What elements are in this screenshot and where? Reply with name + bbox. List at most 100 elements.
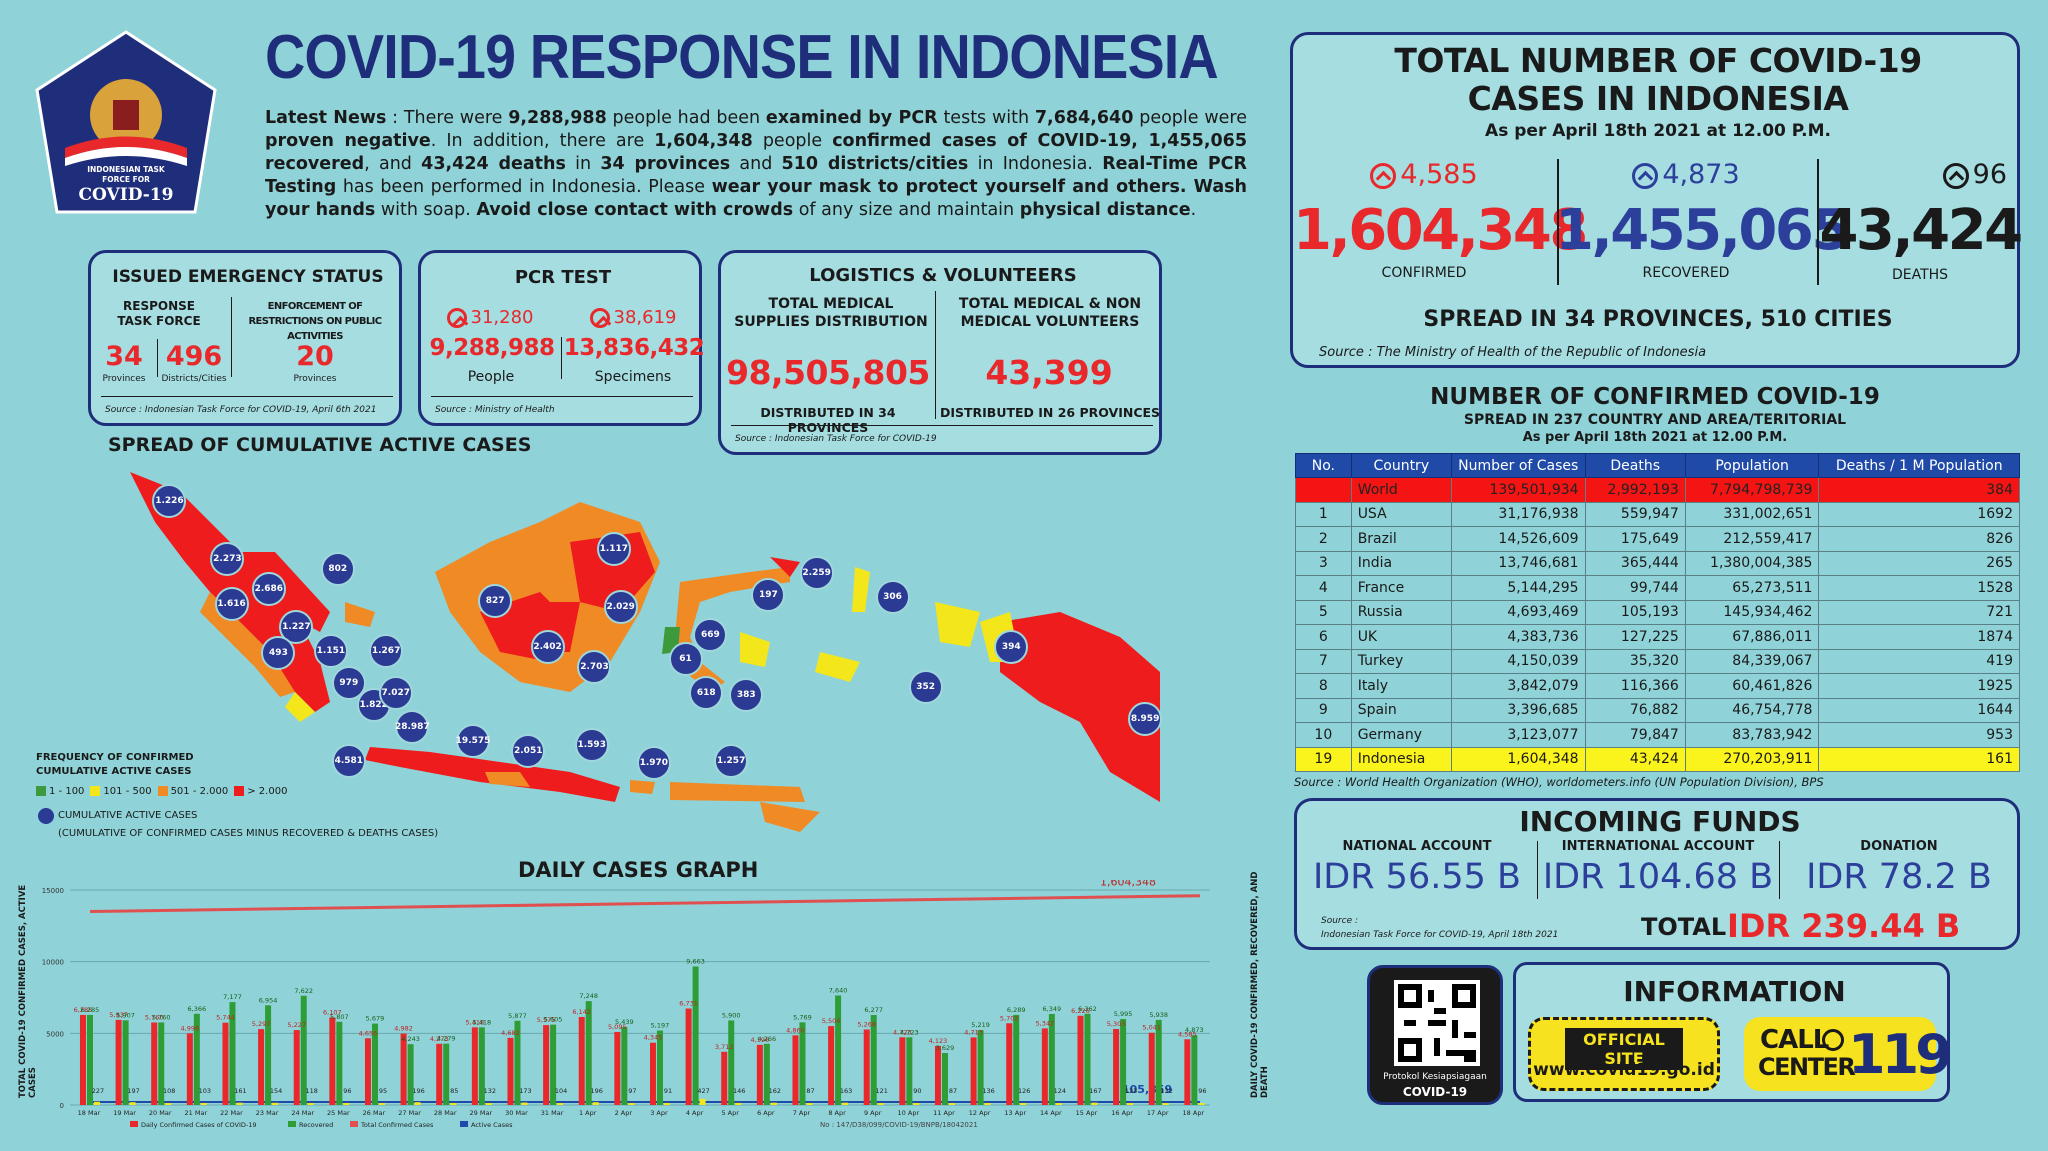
recovered-data-label: 6,362 (1078, 1005, 1097, 1013)
news-segment: examined by PCR (765, 108, 938, 128)
table-cell: 2 (1295, 526, 1352, 552)
active-cases-marker: 394 (994, 630, 1029, 664)
table-cell: 4,693,469 (1450, 599, 1586, 625)
recovered-data-label: 5,877 (508, 1012, 527, 1020)
bar-deaths (984, 1103, 991, 1105)
bar-deaths (307, 1103, 314, 1105)
y-tick-label: 0 (60, 1102, 64, 1110)
active-cases-marker: 2.402 (530, 630, 565, 664)
official-site-badge[interactable]: OFFICIAL SITE www.covid19.go.id (1528, 1017, 1720, 1091)
recovered-data-label: 7,622 (294, 987, 313, 995)
logo-line2: FORCE FOR (102, 175, 150, 184)
bar-deaths (913, 1103, 920, 1105)
bar-deaths (93, 1101, 100, 1105)
confirmed-data-label: 5,937 (109, 1011, 128, 1019)
increase-icon (1370, 162, 1397, 189)
bar-recovered (763, 1043, 770, 1105)
deaths-value: 43,424 (1819, 198, 2023, 263)
deaths-data-label: 123 (1125, 1087, 1137, 1095)
table-cell: Indonesia (1350, 746, 1452, 772)
bar-confirmed (792, 1035, 799, 1105)
news-segment: and (730, 154, 782, 174)
bar-recovered (122, 1020, 129, 1105)
official-site-label: OFFICIAL SITE (1565, 1028, 1683, 1070)
bar-confirmed (1184, 1039, 1191, 1105)
emergency-districts-value: 496 (165, 341, 223, 372)
table-row: 10 Germany 3,123,077 79,847 83,783,942 953 (1295, 722, 2020, 748)
medical-supplies-value: 98,505,805 (726, 353, 930, 392)
bar-deaths (272, 1102, 279, 1105)
table-row: 7 Turkey 4,150,039 35,320 84,339,067 419 (1295, 648, 2020, 674)
x-tick-label: 23 Mar (256, 1109, 279, 1117)
recovered-data-label: 5,900 (722, 1011, 741, 1019)
qr-caption-1: Protokol Kesiapsiagaan (1383, 1072, 1487, 1082)
table-row: 3 India 13,746,681 365,444 1,380,004,385 265 (1295, 550, 2020, 576)
table-cell: 212,559,417 (1684, 526, 1820, 552)
chart-legend-swatch (350, 1121, 358, 1127)
legend-label: 1 - 100 (49, 786, 85, 797)
table-cell: 161 (1818, 746, 2020, 772)
news-segment: physical distance (1019, 200, 1191, 220)
official-site-url[interactable]: www.covid19.go.id (1533, 1060, 1715, 1080)
chart-legend-swatch (130, 1121, 138, 1127)
recovered-data-label: 6,366 (188, 1005, 207, 1013)
x-tick-label: 27 Mar (398, 1109, 421, 1117)
pcr-title: PCR TEST (514, 267, 612, 288)
bar-confirmed (151, 1022, 158, 1105)
table-header: Population (1684, 453, 1820, 478)
legend-label: > 2.000 (247, 786, 288, 797)
active-cases-dot-icon (38, 808, 54, 824)
confirmed-data-label: 5,342 (1036, 1019, 1055, 1027)
confirmed-data-label: 4,982 (394, 1025, 413, 1033)
bar-confirmed (1041, 1028, 1048, 1105)
bar-deaths (663, 1103, 670, 1105)
active-cases-marker: 61 (668, 642, 703, 676)
active-cases-marker: 1.226 (152, 484, 187, 518)
active-cases-marker: 2.273 (210, 542, 245, 576)
active-cases-marker: 1.970 (636, 746, 671, 780)
recovered-data-label: 6,277 (864, 1006, 883, 1014)
recovered-data-label: 7,640 (829, 986, 848, 994)
bar-confirmed (1006, 1023, 1013, 1105)
recovered-data-label: 5,769 (793, 1013, 812, 1021)
news-segment: 9,288,988 (508, 108, 607, 128)
table-cell: 826 (1818, 526, 2020, 552)
news-segment: 7,684,640 (1034, 108, 1134, 128)
recovered-data-label: 3,629 (936, 1044, 955, 1052)
map-legend: 1 - 100 101 - 500 501 - 2.000 > 2.000 (30, 786, 287, 797)
confirmed-data-label: 5,095 (608, 1023, 627, 1031)
recovered-data-label: 4,266 (758, 1035, 777, 1043)
table-cell: 127,225 (1584, 624, 1686, 650)
map-dot-note: (CUMULATIVE OF CONFIRMED CASES MINUS REC… (58, 828, 439, 839)
bar-deaths (628, 1103, 635, 1105)
confirmed-data-label: 4,585 (1178, 1030, 1197, 1038)
recovered-data-label: 5,760 (152, 1013, 171, 1021)
table-cell: 270,203,911 (1684, 746, 1820, 772)
confirmed-data-label: 5,744 (216, 1014, 235, 1022)
deaths-data-label: 96 (343, 1087, 351, 1095)
chart-legend-swatch (460, 1121, 468, 1127)
deaths-data-label: 132 (1161, 1087, 1173, 1095)
recovered-data-label: 6,349 (1043, 1005, 1062, 1013)
spread-summary: SPREAD IN 34 PROVINCES, 510 CITIES (1423, 307, 1893, 332)
x-tick-label: 5 Apr (721, 1109, 739, 1117)
phone-icon (1822, 1029, 1844, 1051)
bar-confirmed (721, 1051, 728, 1105)
legend-label: 101 - 500 (103, 786, 152, 797)
recovered-data-label: 5,938 (1149, 1011, 1168, 1019)
bar-recovered (371, 1023, 378, 1105)
table-row: 1 USA 31,176,938 559,947 331,002,651 1692 (1295, 501, 2020, 527)
totals-asof: As per April 18th 2021 at 12.00 P.M. (1485, 121, 1831, 141)
world-source: Source : World Health Organization (WHO)… (1294, 775, 1824, 789)
page-title: COVID-19 RESPONSE IN INDONESIA (265, 23, 1219, 92)
recovered-value: 1,455,065 (1555, 198, 1850, 263)
bar-confirmed (1148, 1032, 1155, 1105)
qr-card[interactable]: Protokol Kesiapsiagaan COVID-19 (1367, 965, 1503, 1105)
table-cell: Italy (1350, 673, 1452, 699)
call-center-badge[interactable]: CALL CENTER 119 (1744, 1017, 1953, 1091)
active-cases-marker: 1.257 (714, 744, 749, 778)
deaths-data-label: 196 (591, 1087, 603, 1095)
deaths-data-label: 173 (519, 1087, 531, 1095)
table-cell: 65,273,511 (1684, 575, 1820, 601)
funds-source-label: Source : (1321, 916, 1359, 926)
